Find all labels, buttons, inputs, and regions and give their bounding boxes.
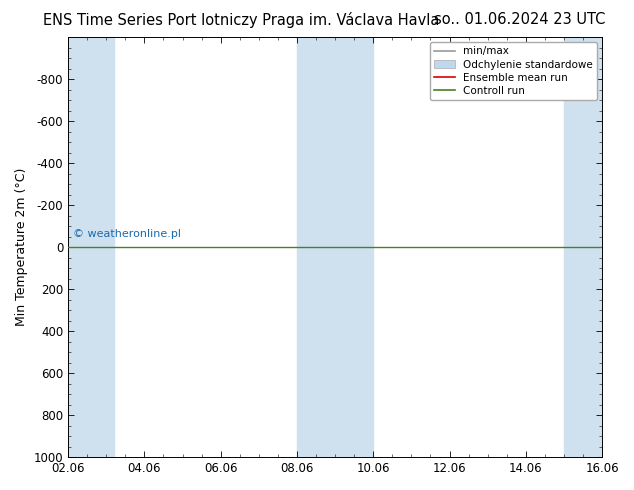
Bar xyxy=(297,37,373,457)
Legend: min/max, Odchylenie standardowe, Ensemble mean run, Controll run: min/max, Odchylenie standardowe, Ensembl… xyxy=(430,42,597,100)
Text: so.. 01.06.2024 23 UTC: so.. 01.06.2024 23 UTC xyxy=(434,12,605,27)
Text: ENS Time Series Port lotniczy Praga im. Václava Havla: ENS Time Series Port lotniczy Praga im. … xyxy=(42,12,439,28)
Text: © weatheronline.pl: © weatheronline.pl xyxy=(74,229,181,239)
Bar xyxy=(564,37,621,457)
Bar xyxy=(68,37,114,457)
Y-axis label: Min Temperature 2m (°C): Min Temperature 2m (°C) xyxy=(15,168,28,326)
